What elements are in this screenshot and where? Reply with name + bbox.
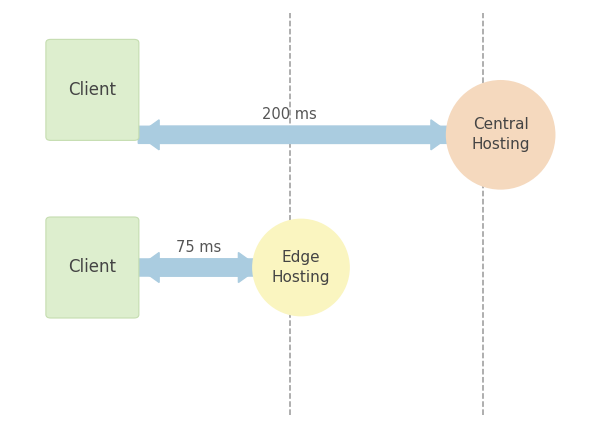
FancyBboxPatch shape	[46, 39, 139, 140]
Text: Client: Client	[69, 81, 116, 99]
FancyBboxPatch shape	[46, 217, 139, 318]
Text: 200 ms: 200 ms	[262, 107, 316, 122]
Ellipse shape	[446, 80, 555, 190]
FancyArrow shape	[138, 253, 259, 282]
Text: Central
Hosting: Central Hosting	[471, 117, 530, 152]
Ellipse shape	[252, 219, 350, 316]
FancyArrow shape	[138, 120, 452, 150]
Text: 75 ms: 75 ms	[176, 240, 221, 255]
FancyArrow shape	[138, 120, 452, 150]
Text: Client: Client	[69, 259, 116, 276]
Text: Edge
Hosting: Edge Hosting	[272, 250, 330, 285]
FancyArrow shape	[138, 253, 259, 282]
